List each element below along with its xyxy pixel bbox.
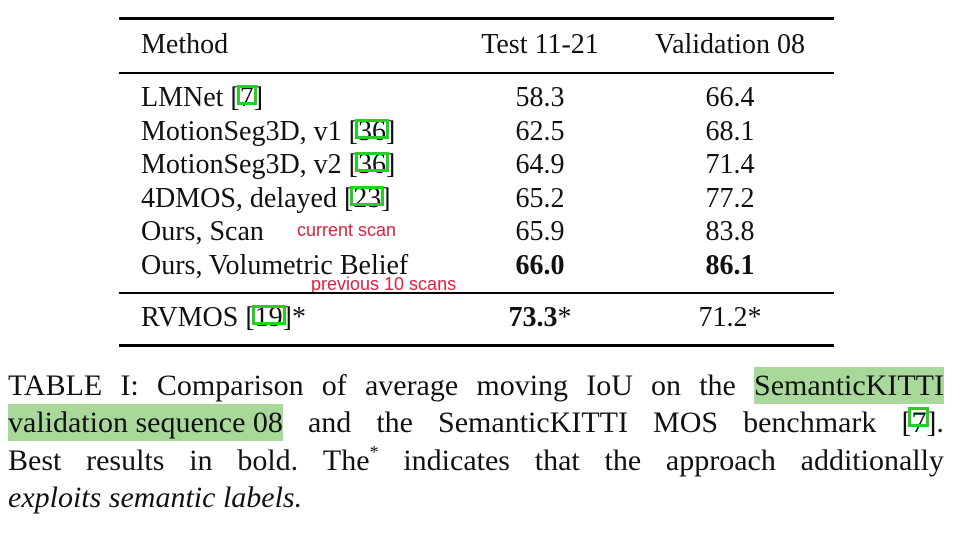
header-validation: Validation 08: [654, 29, 806, 60]
row-validation: 83.8: [705, 216, 755, 247]
row-validation: 71.4: [705, 149, 755, 180]
highlight: SemanticKITTI: [754, 367, 944, 404]
row-test: 65.2: [515, 183, 565, 214]
row-test: 62.5: [515, 116, 565, 147]
row-method: MotionSeg3D, v2 [36]: [141, 149, 396, 180]
table-header-rule: [119, 72, 834, 74]
row-method: RVMOS [19]*: [141, 302, 306, 333]
header-method: Method: [141, 29, 229, 60]
highlight: validation sequence 08: [8, 404, 283, 441]
annotation-current-scan: current scan: [297, 220, 397, 240]
annotation-previous-scans: previous 10 scans: [311, 274, 457, 294]
caption-line-3: Best results in bold. The* indicates tha…: [8, 442, 944, 477]
citation-link[interactable]: 7: [236, 82, 257, 113]
citation-link[interactable]: 23: [350, 183, 385, 214]
table-mid-rule: [119, 292, 834, 294]
row-test: 58.3: [515, 82, 565, 113]
row-validation-best: 86.1: [705, 250, 755, 281]
row-method: Ours, Volumetric Belief: [141, 250, 409, 281]
citation-link[interactable]: 19: [251, 302, 286, 333]
caption-line-2: validation sequence 08 and the SemanticK…: [8, 404, 944, 441]
row-validation: 71.2*: [698, 302, 762, 333]
citation-link[interactable]: 36: [355, 149, 389, 180]
table-bottom-rule: [119, 344, 834, 347]
table-top-rule: [119, 17, 834, 20]
row-method: LMNet [7]: [141, 82, 264, 113]
row-method: Ours, Scan: [141, 216, 264, 247]
caption-line-4: exploits semantic labels.: [8, 481, 303, 514]
row-validation: 77.2: [705, 183, 755, 214]
row-validation: 68.1: [705, 116, 755, 147]
caption-line-1: TABLE I: Comparison of average moving Io…: [8, 367, 944, 404]
row-test: 73.3*: [508, 302, 572, 333]
row-test: 65.9: [515, 216, 565, 247]
row-method: 4DMOS, delayed [23]: [141, 183, 391, 214]
row-method: MotionSeg3D, v1 [36]: [141, 116, 396, 147]
row-test-best: 66.0: [515, 250, 565, 281]
header-test: Test 11-21: [481, 29, 599, 60]
row-test: 64.9: [515, 149, 565, 180]
row-validation: 66.4: [705, 82, 755, 113]
citation-link[interactable]: 7: [908, 406, 930, 439]
citation-link[interactable]: 36: [355, 116, 389, 147]
